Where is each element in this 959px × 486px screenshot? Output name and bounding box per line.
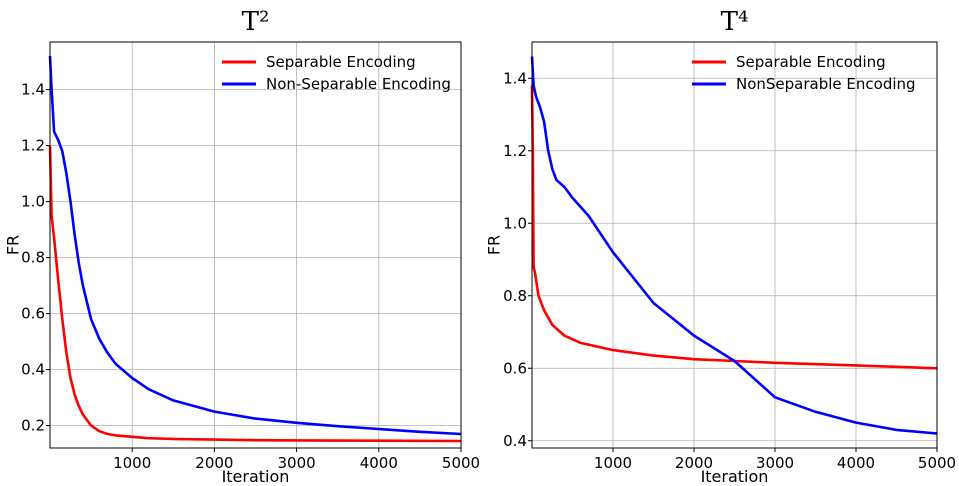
series-lines bbox=[530, 56, 938, 435]
x-tick-label: 3000 bbox=[756, 454, 794, 472]
chart-title: T² bbox=[242, 7, 270, 37]
x-tick-label: 5000 bbox=[442, 454, 480, 472]
x-axis-label: Iteration bbox=[222, 467, 290, 486]
series-line-separable bbox=[530, 85, 938, 370]
chart-t4: 1000 2000 3000 4000 5000 0.4 0.6 0.8 1.0 1.2 1.4 T… bbox=[485, 7, 957, 486]
x-tick-label: 2000 bbox=[195, 454, 233, 472]
series-line-separable bbox=[48, 145, 462, 443]
tick-labels: 1000 2000 3000 4000 5000 0.2 0.4 0.6 0.8 1.0 1.2 1.… bbox=[21, 81, 480, 472]
y-tick-label: 1.0 bbox=[21, 193, 45, 211]
legend-label: Separable Encoding bbox=[736, 53, 886, 71]
y-tick-label: 0.6 bbox=[503, 359, 527, 377]
x-tick-label: 1000 bbox=[113, 454, 151, 472]
x-tick-label: 3000 bbox=[278, 454, 316, 472]
grid-lines bbox=[50, 42, 462, 448]
x-axis-label: Iteration bbox=[701, 467, 769, 486]
y-tick-label: 0.6 bbox=[21, 305, 45, 323]
series-lines bbox=[48, 55, 462, 443]
legend-label: NonSeparable Encoding bbox=[736, 75, 916, 93]
y-tick-label: 1.0 bbox=[503, 214, 527, 232]
y-tick-label: 0.4 bbox=[21, 361, 45, 379]
y-tick-label: 0.8 bbox=[503, 287, 527, 305]
chart-title: T⁴ bbox=[721, 7, 749, 37]
y-tick-label: 0.8 bbox=[21, 249, 45, 267]
legend-label: Non-Separable Encoding bbox=[266, 75, 451, 93]
x-tick-label: 4000 bbox=[360, 454, 398, 472]
y-tick-label: 0.2 bbox=[21, 417, 45, 435]
chart-t2: 1000 2000 3000 4000 5000 0.2 0.4 0.6 0.8 1.0 1.2 1.… bbox=[4, 7, 481, 486]
x-tick-label: 2000 bbox=[675, 454, 713, 472]
legend: Separable Encoding Non-Separable Encoding bbox=[222, 53, 451, 93]
tick-labels: 1000 2000 3000 4000 5000 0.4 0.6 0.8 1.0 1.2 1.4 bbox=[503, 69, 956, 472]
y-tick-label: 1.4 bbox=[21, 81, 45, 99]
series-line-non-separable bbox=[48, 55, 462, 436]
plot-frame bbox=[531, 41, 938, 449]
series-line-non-separable bbox=[530, 56, 938, 435]
y-tick-label: 1.2 bbox=[503, 142, 527, 160]
legend-label: Separable Encoding bbox=[266, 53, 416, 71]
plot-frame bbox=[49, 41, 462, 449]
y-tick-label: 0.4 bbox=[503, 432, 527, 450]
x-tick-label: 5000 bbox=[918, 454, 956, 472]
grid-lines bbox=[532, 42, 938, 448]
x-tick-label: 4000 bbox=[837, 454, 875, 472]
y-tick-label: 1.4 bbox=[503, 69, 527, 87]
legend: Separable Encoding NonSeparable Encoding bbox=[692, 53, 916, 93]
y-axis-label: FR bbox=[485, 235, 504, 255]
y-axis-label: FR bbox=[4, 235, 23, 255]
y-tick-label: 1.2 bbox=[21, 137, 45, 155]
x-tick-label: 1000 bbox=[594, 454, 632, 472]
